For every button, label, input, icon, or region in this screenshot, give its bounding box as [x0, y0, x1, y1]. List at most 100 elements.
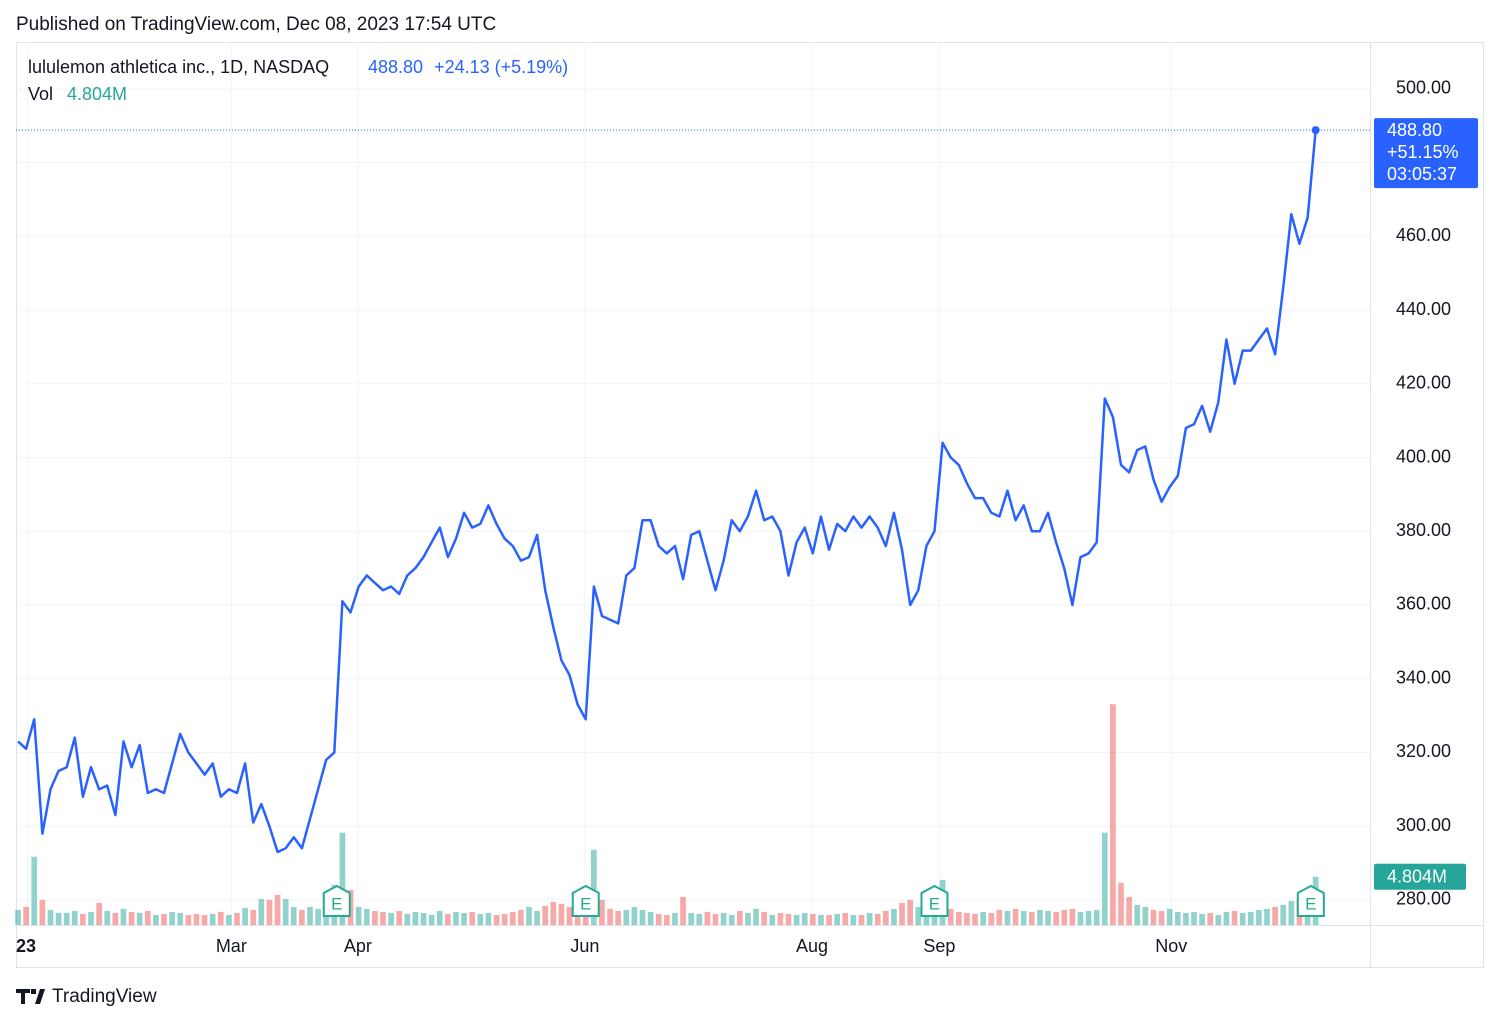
volume-bar [777, 912, 784, 925]
volume-bar [112, 912, 119, 925]
volume-bar [71, 910, 78, 925]
volume-bar [185, 914, 192, 925]
volume-bar [1158, 910, 1165, 925]
volume-bar [250, 909, 257, 925]
last-price: 488.80 [368, 57, 423, 77]
earnings-label: E [580, 894, 591, 913]
volume-bar [1012, 908, 1019, 925]
volume-bar [591, 849, 597, 925]
volume-bar [1166, 908, 1173, 925]
volume-bar [1118, 882, 1124, 925]
price-line [17, 129, 1317, 854]
volume-bar [209, 913, 216, 925]
y-tick-label: 460.00 [1396, 225, 1451, 245]
volume-bar [550, 901, 557, 925]
y-tick-label: 420.00 [1396, 373, 1451, 393]
volume-bar [15, 909, 21, 925]
volume-bar [1280, 904, 1287, 925]
volume-bar [891, 908, 897, 925]
volume-bar [915, 906, 922, 925]
volume-bar [161, 913, 167, 925]
volume-bar [47, 909, 54, 925]
price-badge-percent: +51.15% [1387, 142, 1459, 162]
x-tick-label: Sep [923, 936, 955, 956]
price-change: +24.13 (+5.19%) [434, 57, 568, 77]
volume-bar [1174, 911, 1181, 925]
volume-bar [477, 913, 484, 925]
x-tick-label: Mar [216, 936, 247, 956]
volume-bar [923, 909, 930, 925]
volume-bar [1085, 910, 1092, 925]
volume-bar [809, 913, 816, 925]
volume-bar [607, 908, 613, 925]
earnings-marker [1296, 884, 1325, 917]
volume-bar [242, 907, 248, 925]
y-tick-label: 380.00 [1396, 520, 1451, 540]
volume-bar [493, 914, 500, 925]
volume-bar [258, 898, 265, 925]
volume-bar [972, 913, 978, 925]
volume-bar [1272, 906, 1278, 925]
y-tick-label: 340.00 [1396, 667, 1451, 687]
volume-bar [1061, 909, 1068, 925]
volume-bar [1020, 910, 1027, 925]
volume-bar [1247, 911, 1254, 925]
price-badge-price: 488.80 [1387, 120, 1442, 140]
volume-bar [388, 912, 394, 925]
volume-bar [647, 911, 654, 925]
volume-bar [769, 914, 776, 925]
volume-bar [1239, 912, 1246, 925]
x-tick-label: 23 [16, 936, 36, 956]
chart-frame [16, 42, 1484, 968]
volume-bar [485, 912, 492, 925]
x-tick-label: Aug [796, 936, 828, 956]
volume-bar [461, 912, 467, 925]
volume-bar [39, 899, 46, 925]
volume-bar [834, 913, 840, 925]
volume-bar [63, 912, 70, 925]
y-tick-label: 300.00 [1396, 815, 1451, 835]
x-tick-label: Jun [570, 936, 599, 956]
volume-bar [144, 910, 151, 925]
volume-bar [728, 914, 735, 925]
volume-bar [736, 910, 743, 925]
volume-bar [955, 911, 962, 925]
volume-bar [88, 911, 94, 925]
volume-bar [988, 912, 995, 925]
volume-bar [355, 906, 362, 925]
volume-bar [428, 914, 435, 925]
volume-bar [558, 903, 565, 925]
volume-bar [882, 910, 889, 925]
volume-bar [96, 902, 102, 925]
volume-bar [696, 913, 703, 925]
volume-bar [299, 909, 305, 925]
volume-bar [1110, 704, 1116, 925]
volume-bar [234, 912, 240, 925]
volume-bar [1199, 913, 1205, 925]
volume-bar [874, 913, 881, 925]
volume-bar [1183, 912, 1189, 925]
volume-bar [615, 910, 622, 925]
volume-bar [307, 906, 313, 925]
volume-bar [964, 912, 970, 925]
earnings-label: E [1305, 894, 1316, 913]
volume-bar [664, 914, 670, 925]
volume-bar [315, 908, 321, 925]
volume-bar [226, 914, 232, 925]
published-note: Published on TradingView.com, Dec 08, 20… [16, 14, 496, 35]
volume-bar [339, 832, 346, 925]
volume-bar [631, 906, 638, 925]
volume-bar [793, 914, 800, 925]
volume-bar [80, 913, 86, 925]
volume-bar [1207, 912, 1214, 925]
volume-bar [469, 911, 476, 925]
volume-bar [274, 894, 281, 925]
volume-bar [566, 906, 573, 925]
volume-bar [1215, 914, 1222, 925]
volume-bar [501, 913, 508, 925]
volume-bar [23, 906, 29, 925]
volume-bar [745, 912, 751, 925]
volume-bar [1045, 910, 1051, 925]
x-tick-label: Apr [344, 936, 372, 956]
